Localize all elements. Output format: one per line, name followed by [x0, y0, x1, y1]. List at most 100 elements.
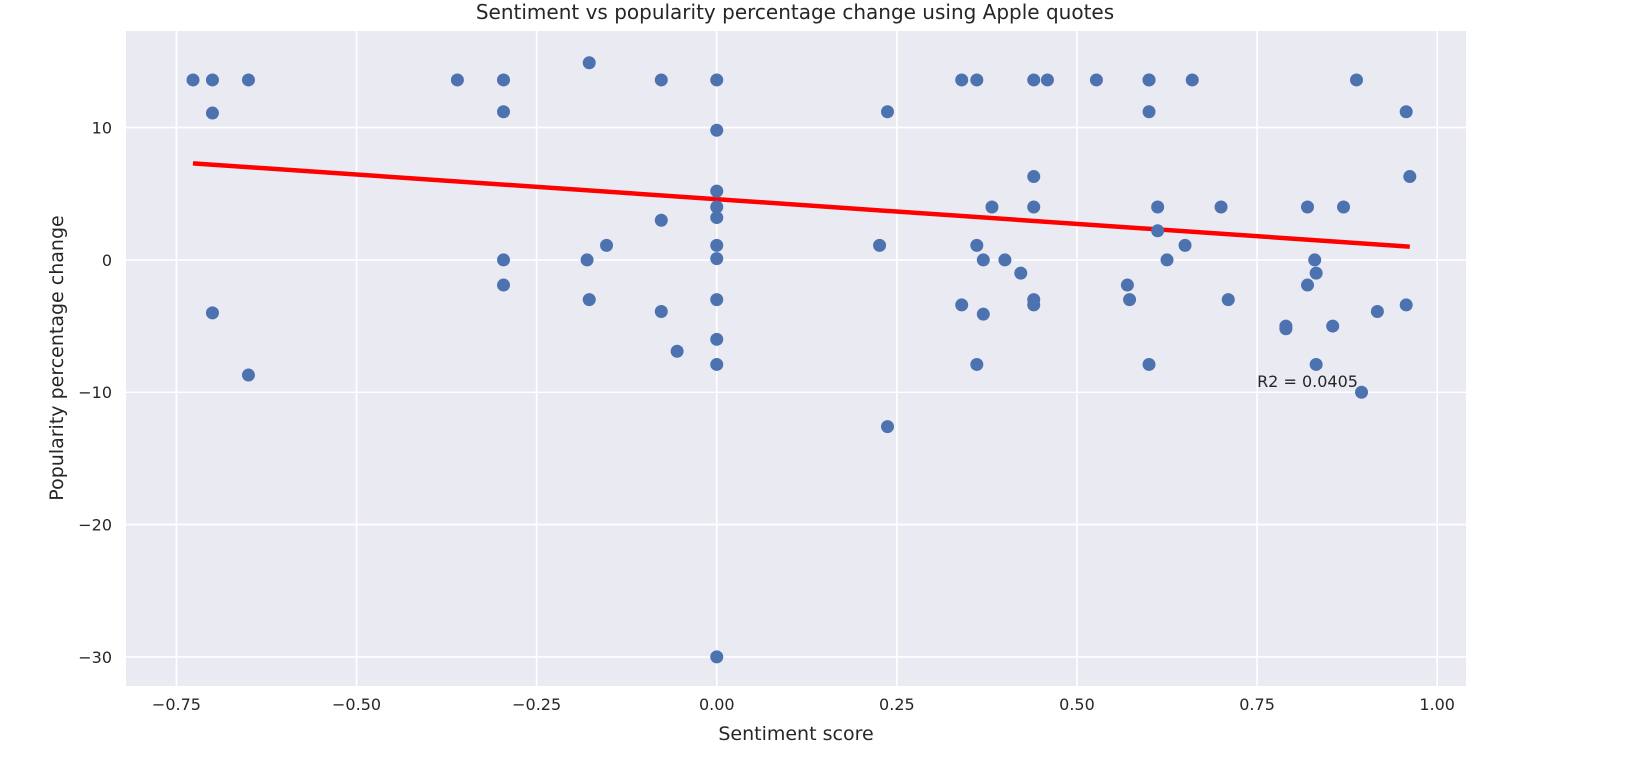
data-point	[600, 238, 614, 252]
regression-line-group	[192, 161, 1410, 249]
chart-title: Sentiment vs popularity percentage chang…	[476, 0, 1114, 24]
data-point	[1370, 305, 1384, 319]
data-point	[1349, 73, 1363, 87]
data-point	[497, 278, 511, 292]
data-point	[710, 252, 724, 266]
data-point	[710, 200, 724, 214]
data-point	[970, 73, 984, 87]
data-point	[1089, 73, 1103, 87]
data-point	[955, 73, 969, 87]
data-point	[205, 106, 219, 120]
data-point	[241, 368, 255, 382]
plot-background	[126, 31, 1466, 686]
data-point	[1120, 278, 1134, 292]
data-point	[976, 307, 990, 321]
data-point	[1027, 200, 1041, 214]
data-point	[1326, 319, 1340, 333]
data-point	[450, 73, 464, 87]
x-tick-label: −0.50	[332, 695, 381, 714]
data-point	[1399, 298, 1413, 312]
data-point	[976, 253, 990, 267]
data-point	[710, 650, 724, 664]
data-point	[710, 332, 724, 346]
data-point	[880, 420, 894, 434]
data-point	[710, 123, 724, 137]
data-point	[1301, 200, 1315, 214]
data-point	[1027, 170, 1041, 184]
data-point	[873, 238, 887, 252]
x-axis-ticks: −0.75 −0.50 −0.25 0.00 0.25 0.50 0.75 1.00	[152, 695, 1455, 714]
y-axis-label: Popularity percentage change	[46, 215, 68, 500]
data-point	[1142, 105, 1156, 119]
data-point	[1151, 224, 1165, 238]
regression-line	[192, 161, 1410, 249]
x-tick-label: 1.00	[1419, 695, 1455, 714]
data-point	[1142, 357, 1156, 371]
data-point	[710, 357, 724, 371]
data-point	[1309, 357, 1323, 371]
y-axis-ticks: 10 0 −10 −20 −30	[78, 119, 112, 667]
data-point	[880, 105, 894, 119]
x-tick-label: 0.00	[699, 695, 735, 714]
y-tick-label: 0	[102, 251, 112, 270]
x-tick-label: 0.50	[1059, 695, 1095, 714]
data-point	[582, 293, 596, 307]
data-point	[1160, 253, 1174, 267]
data-point	[670, 344, 684, 358]
data-point	[998, 253, 1012, 267]
y-tick-label: −20	[78, 516, 112, 535]
x-tick-label: 0.75	[1239, 695, 1275, 714]
data-point	[1178, 238, 1192, 252]
data-point	[1279, 322, 1293, 336]
data-point	[654, 73, 668, 87]
data-point	[241, 73, 255, 87]
data-point	[1185, 73, 1199, 87]
data-point	[1142, 73, 1156, 87]
data-point	[1301, 278, 1315, 292]
data-point	[955, 298, 969, 312]
data-point	[186, 73, 200, 87]
r2-annotation: R2 = 0.0405	[1257, 372, 1358, 391]
data-point	[497, 73, 511, 87]
data-point	[205, 73, 219, 87]
data-point	[654, 213, 668, 227]
data-point	[1214, 200, 1228, 214]
x-tick-label: −0.75	[152, 695, 201, 714]
data-point	[1399, 105, 1413, 119]
grid-lines	[126, 31, 1466, 686]
y-tick-label: −30	[78, 648, 112, 667]
data-point	[205, 306, 219, 320]
data-point	[497, 105, 511, 119]
data-point	[497, 253, 511, 267]
y-tick-label: −10	[78, 383, 112, 402]
data-point	[710, 211, 724, 225]
x-tick-label: −0.25	[512, 695, 561, 714]
x-axis-label: Sentiment score	[718, 723, 873, 745]
x-tick-label: 0.25	[879, 695, 915, 714]
y-tick-label: 10	[92, 119, 112, 138]
data-point	[985, 200, 999, 214]
data-point	[970, 357, 984, 371]
data-point	[710, 293, 724, 307]
data-point	[970, 238, 984, 252]
data-points	[186, 56, 1417, 664]
data-point	[1355, 385, 1369, 399]
data-point	[1040, 73, 1054, 87]
data-point	[1027, 298, 1041, 312]
data-point	[1309, 266, 1323, 280]
data-point	[1151, 200, 1165, 214]
data-point	[1221, 293, 1235, 307]
data-point	[1027, 73, 1041, 87]
data-point	[1403, 170, 1417, 184]
data-point	[1337, 200, 1351, 214]
data-point	[710, 238, 724, 252]
data-point	[710, 73, 724, 87]
data-point	[1014, 266, 1028, 280]
data-point	[710, 184, 724, 198]
data-point	[654, 305, 668, 319]
data-point	[1308, 253, 1322, 267]
data-point	[1123, 293, 1137, 307]
data-point	[580, 253, 594, 267]
